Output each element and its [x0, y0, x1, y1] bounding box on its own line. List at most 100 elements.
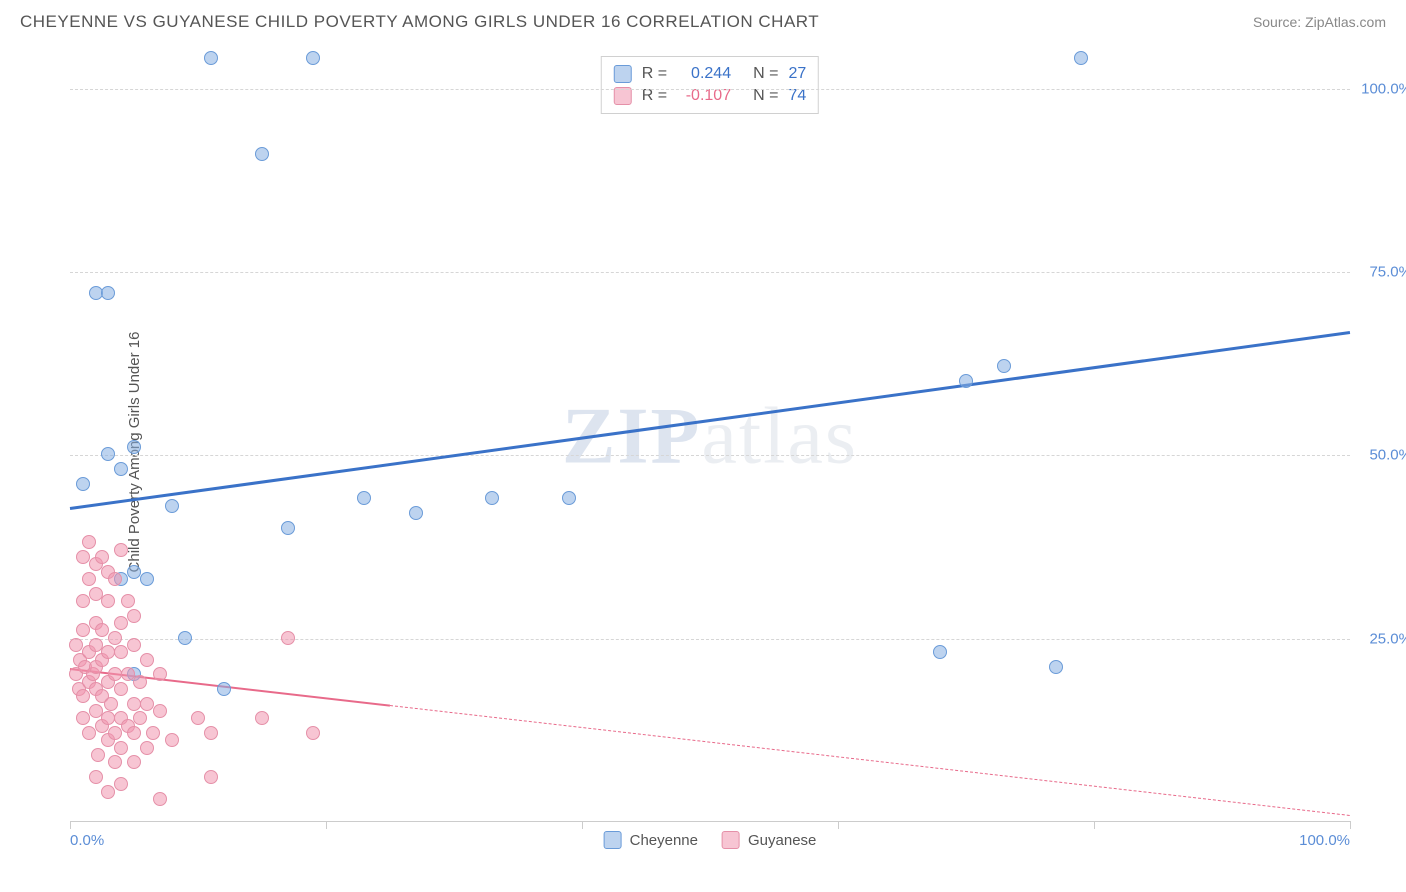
plot-area: ZIPatlas R =0.244N =27R =-0.107N =74 Che… — [70, 52, 1350, 822]
data-point — [191, 711, 205, 725]
legend-swatch — [614, 87, 632, 105]
x-tick — [838, 821, 839, 829]
r-value: 0.244 — [677, 65, 731, 83]
data-point — [121, 667, 135, 681]
data-point — [997, 359, 1011, 373]
source-prefix: Source: — [1253, 14, 1305, 30]
data-point — [114, 777, 128, 791]
x-tick — [1094, 821, 1095, 829]
data-point — [76, 623, 90, 637]
legend-series-item: Guyanese — [722, 831, 816, 849]
data-point — [153, 667, 167, 681]
data-point — [101, 594, 115, 608]
legend-swatch — [722, 831, 740, 849]
data-point — [108, 755, 122, 769]
data-point — [281, 631, 295, 645]
n-value: 27 — [788, 65, 806, 83]
gridline — [70, 89, 1350, 90]
data-point — [76, 711, 90, 725]
data-point — [562, 491, 576, 505]
data-point — [104, 697, 118, 711]
data-point — [114, 645, 128, 659]
data-point — [127, 609, 141, 623]
legend-series-item: Cheyenne — [604, 831, 698, 849]
x-tick-label: 100.0% — [1299, 832, 1350, 849]
data-point — [108, 631, 122, 645]
data-point — [165, 499, 179, 513]
y-tick-label: 100.0% — [1361, 80, 1406, 97]
data-point — [165, 733, 179, 747]
data-point — [89, 770, 103, 784]
watermark-rest: atlas — [701, 392, 858, 480]
data-point — [153, 704, 167, 718]
data-point — [127, 755, 141, 769]
gridline — [70, 639, 1350, 640]
source-attribution: Source: ZipAtlas.com — [1253, 14, 1386, 30]
data-point — [76, 477, 90, 491]
data-point — [76, 594, 90, 608]
chart-container: Child Poverty Among Girls Under 16 ZIPat… — [50, 52, 1386, 852]
data-point — [89, 704, 103, 718]
legend-series: Cheyenne Guyanese — [604, 831, 817, 849]
data-point — [89, 587, 103, 601]
data-point — [133, 711, 147, 725]
data-point — [959, 374, 973, 388]
data-point — [140, 572, 154, 586]
data-point — [140, 741, 154, 755]
data-point — [95, 623, 109, 637]
n-value: 74 — [788, 87, 806, 105]
n-label: N = — [753, 65, 778, 83]
data-point — [82, 572, 96, 586]
data-point — [114, 741, 128, 755]
legend-correlation-row: R = 0.244 N = 27 — [614, 63, 806, 85]
data-point — [204, 726, 218, 740]
data-point — [82, 726, 96, 740]
data-point — [114, 682, 128, 696]
data-point — [95, 550, 109, 564]
data-point — [127, 565, 141, 579]
data-point — [114, 543, 128, 557]
data-point — [140, 697, 154, 711]
data-point — [485, 491, 499, 505]
x-tick — [326, 821, 327, 829]
legend-correlation: R = 0.244 N = 27R = -0.107 N = 74 — [601, 56, 819, 114]
data-point — [357, 491, 371, 505]
data-point — [114, 462, 128, 476]
data-point — [114, 616, 128, 630]
data-point — [127, 440, 141, 454]
data-point — [108, 726, 122, 740]
data-point — [101, 286, 115, 300]
y-tick-label: 75.0% — [1369, 264, 1406, 281]
data-point — [153, 792, 167, 806]
data-point — [121, 594, 135, 608]
data-point — [409, 506, 423, 520]
data-point — [127, 726, 141, 740]
data-point — [101, 785, 115, 799]
y-tick-label: 50.0% — [1369, 447, 1406, 464]
data-point — [127, 638, 141, 652]
x-tick — [1350, 821, 1351, 829]
source-name: ZipAtlas.com — [1305, 14, 1386, 30]
data-point — [76, 550, 90, 564]
data-point — [1074, 51, 1088, 65]
data-point — [76, 689, 90, 703]
data-point — [69, 638, 83, 652]
data-point — [255, 147, 269, 161]
data-point — [91, 748, 105, 762]
data-point — [108, 572, 122, 586]
data-point — [146, 726, 160, 740]
trend-line — [70, 331, 1350, 510]
data-point — [306, 726, 320, 740]
legend-swatch — [614, 65, 632, 83]
data-point — [217, 682, 231, 696]
data-point — [933, 645, 947, 659]
data-point — [204, 770, 218, 784]
data-point — [133, 675, 147, 689]
y-tick-label: 25.0% — [1369, 630, 1406, 647]
legend-swatch — [604, 831, 622, 849]
data-point — [1049, 660, 1063, 674]
r-value: -0.107 — [677, 87, 731, 105]
r-label: R = — [642, 65, 667, 83]
data-point — [255, 711, 269, 725]
gridline — [70, 455, 1350, 456]
